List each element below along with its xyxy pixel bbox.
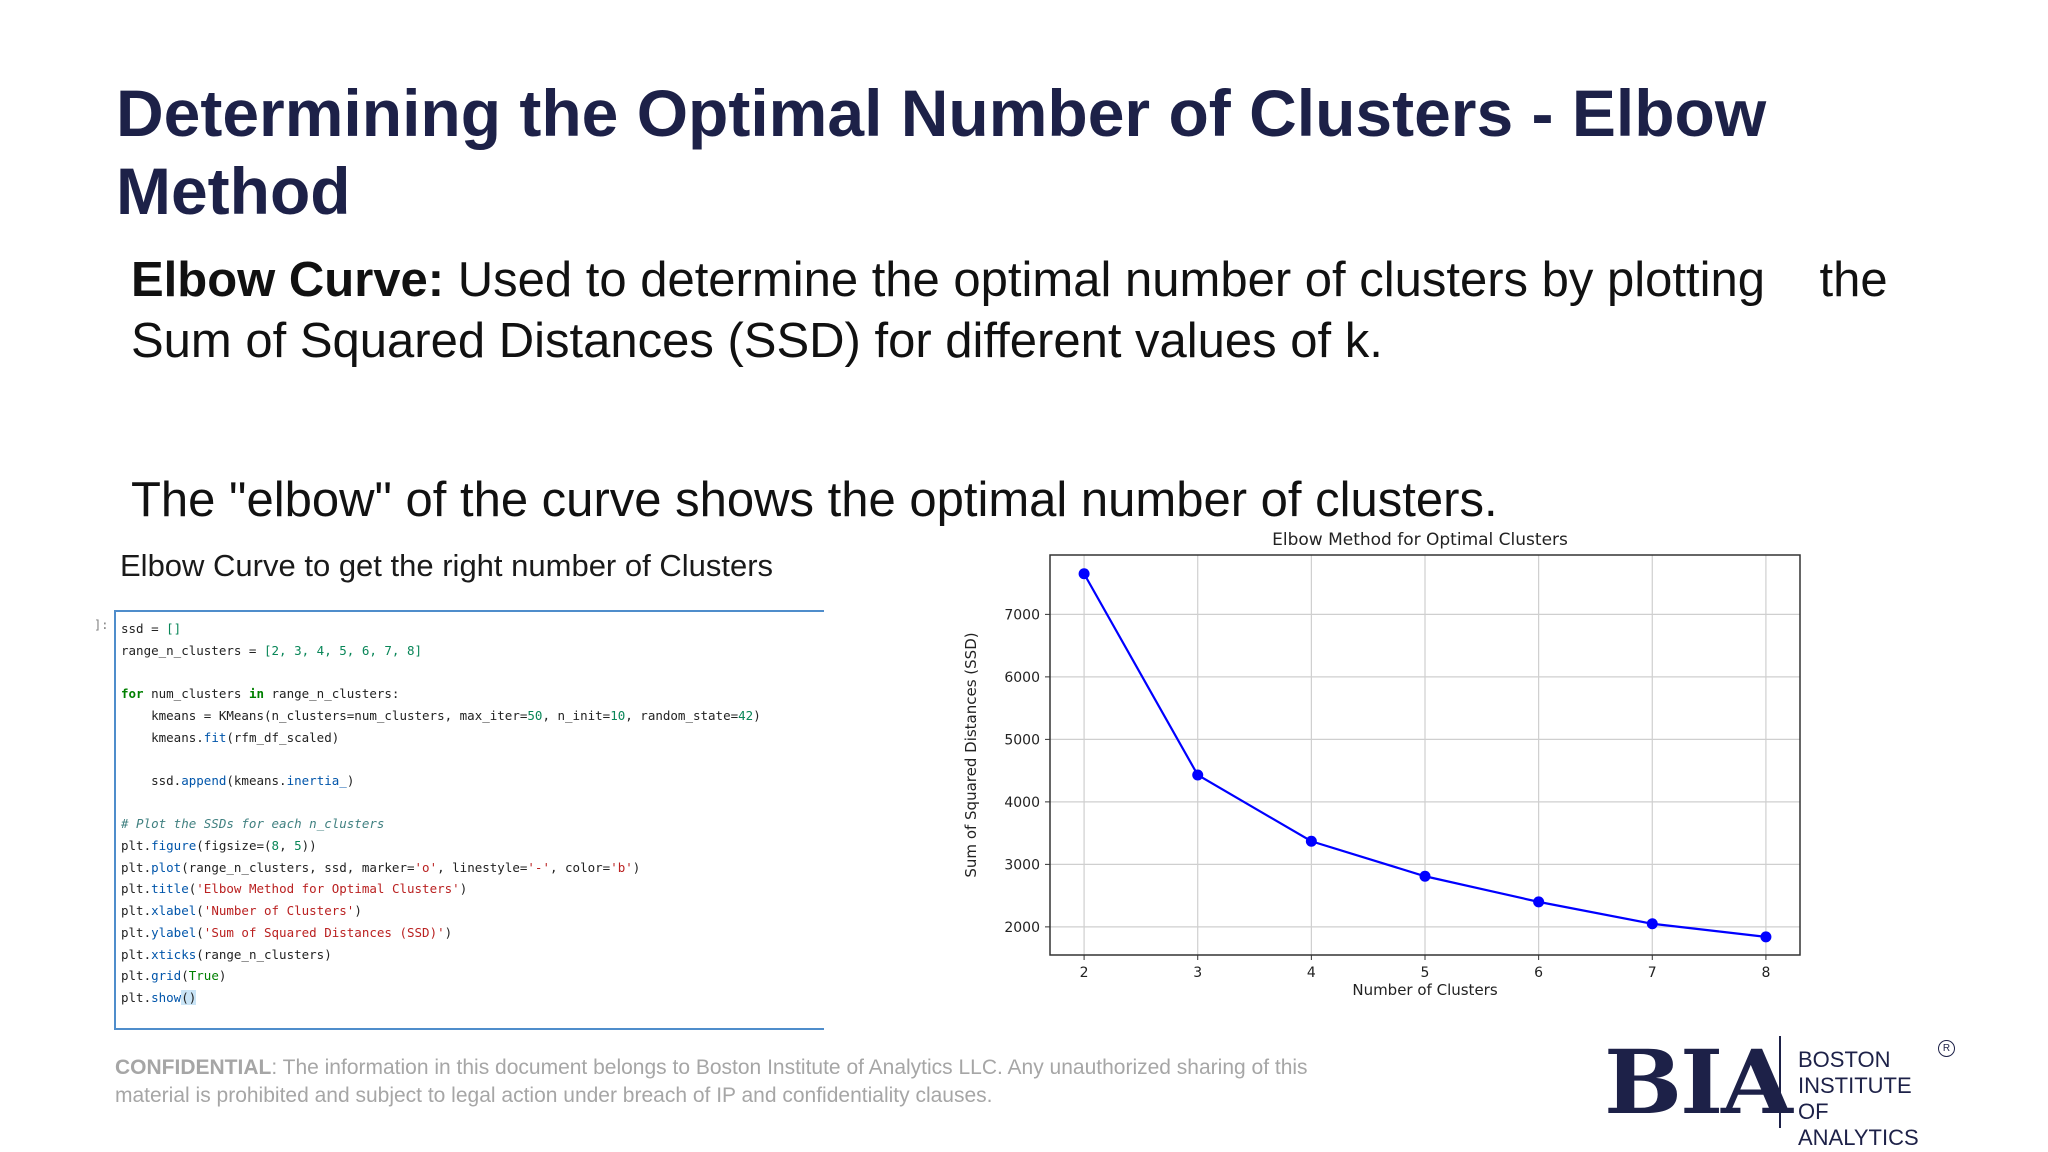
- y-tick-label: 7000: [1004, 607, 1040, 623]
- x-tick-label: 6: [1534, 965, 1543, 981]
- y-tick-label: 3000: [1004, 857, 1040, 873]
- logo-name-line: ANALYTICS: [1798, 1125, 1919, 1150]
- logo-name-line: INSTITUTE OF: [1798, 1073, 1912, 1124]
- y-tick-label: 6000: [1004, 670, 1040, 686]
- code-block: ssd = [] range_n_clusters = [2, 3, 4, 5,…: [116, 612, 824, 1009]
- chart-x-axis-label: Number of Clusters: [1352, 981, 1497, 999]
- chart-ticks: 2 3 4 5 6 7 8 2000 3000 4000 5000 6000 7000: [1004, 607, 1770, 981]
- chart-series: [1078, 568, 1772, 943]
- code-line: ssd.append(kmeans.inertia_): [121, 772, 355, 788]
- logo-name-line: BOSTON: [1798, 1047, 1891, 1072]
- ssd-data-point: [1760, 931, 1772, 943]
- logo-name: BOSTON INSTITUTE OF ANALYTICS: [1798, 1047, 1938, 1151]
- x-tick-label: 2: [1080, 965, 1089, 981]
- registered-mark-icon: R: [1938, 1040, 1955, 1057]
- chart-y-axis-label: Sum of Squared Distances (SSD): [962, 632, 980, 877]
- x-tick-label: 5: [1421, 965, 1430, 981]
- ssd-data-point: [1305, 835, 1317, 847]
- code-line: plt.grid(True): [121, 968, 227, 984]
- code-line: for num_clusters in range_n_clusters:: [121, 686, 400, 702]
- elbow-curve-term: Elbow Curve:: [131, 253, 445, 307]
- chart-title: Elbow Method for Optimal Clusters: [1272, 530, 1568, 550]
- chart-grid: [1050, 555, 1800, 955]
- code-line: plt.ylabel('Sum of Squared Distances (SS…: [121, 924, 453, 940]
- code-cell: ssd = [] range_n_clusters = [2, 3, 4, 5,…: [114, 610, 824, 1030]
- code-screenshot-heading: Elbow Curve to get the right number of C…: [120, 548, 774, 583]
- ssd-data-point: [1078, 568, 1090, 580]
- confidentiality-notice: CONFIDENTIAL: The information in this do…: [115, 1054, 1355, 1110]
- code-line: # Plot the SSDs for each n_clusters: [121, 816, 385, 832]
- ssd-data-point: [1419, 870, 1431, 882]
- confidential-text: : The information in this document belon…: [115, 1056, 1308, 1107]
- logo-mark: BIA: [1604, 1030, 1793, 1134]
- confidential-label: CONFIDENTIAL: [115, 1056, 272, 1079]
- x-tick-label: 4: [1307, 965, 1316, 981]
- x-tick-label: 3: [1193, 965, 1202, 981]
- code-line: kmeans = KMeans(n_clusters=num_clusters,…: [121, 707, 761, 723]
- x-tick-label: 8: [1761, 965, 1770, 981]
- code-line: plt.title('Elbow Method for Optimal Clus…: [121, 881, 468, 897]
- code-line: range_n_clusters = [2, 3, 4, 5, 6, 7, 8]: [121, 642, 423, 658]
- slide-title: Determining the Optimal Number of Cluste…: [116, 76, 1767, 228]
- ssd-data-point: [1192, 769, 1204, 781]
- code-line: plt.plot(range_n_clusters, ssd, marker='…: [121, 859, 641, 875]
- y-tick-label: 2000: [1004, 920, 1040, 936]
- bia-logo: BIA BOSTON INSTITUTE OF ANALYTICS R: [1604, 1030, 1955, 1150]
- elbow-chart: Elbow Method for Optimal Clusters 2 3 4 5 6 7…: [962, 530, 1801, 999]
- code-cell-prompt: ]:: [94, 618, 109, 632]
- x-tick-label: 7: [1648, 965, 1657, 981]
- elbow-curve-definition: Used to determine the optimal number of …: [131, 253, 1902, 368]
- logo-divider: [1779, 1036, 1781, 1128]
- code-line: plt.xlabel('Number of Clusters'): [121, 903, 362, 919]
- code-line: plt.figure(figsize=(8, 5)): [121, 838, 317, 854]
- y-tick-label: 4000: [1004, 795, 1040, 811]
- y-tick-label: 5000: [1004, 732, 1040, 748]
- code-line: kmeans.fit(rfm_df_scaled): [121, 729, 340, 745]
- code-line: plt.xticks(range_n_clusters): [121, 946, 332, 962]
- code-line: plt.show(): [121, 989, 197, 1005]
- ssd-data-point: [1533, 896, 1545, 908]
- elbow-explanation: The "elbow" of the curve shows the optim…: [131, 473, 1498, 527]
- code-line: ssd = []: [121, 621, 182, 636]
- ssd-data-point: [1646, 918, 1658, 930]
- elbow-curve-description: Elbow Curve: Used to determine the optim…: [131, 250, 1991, 372]
